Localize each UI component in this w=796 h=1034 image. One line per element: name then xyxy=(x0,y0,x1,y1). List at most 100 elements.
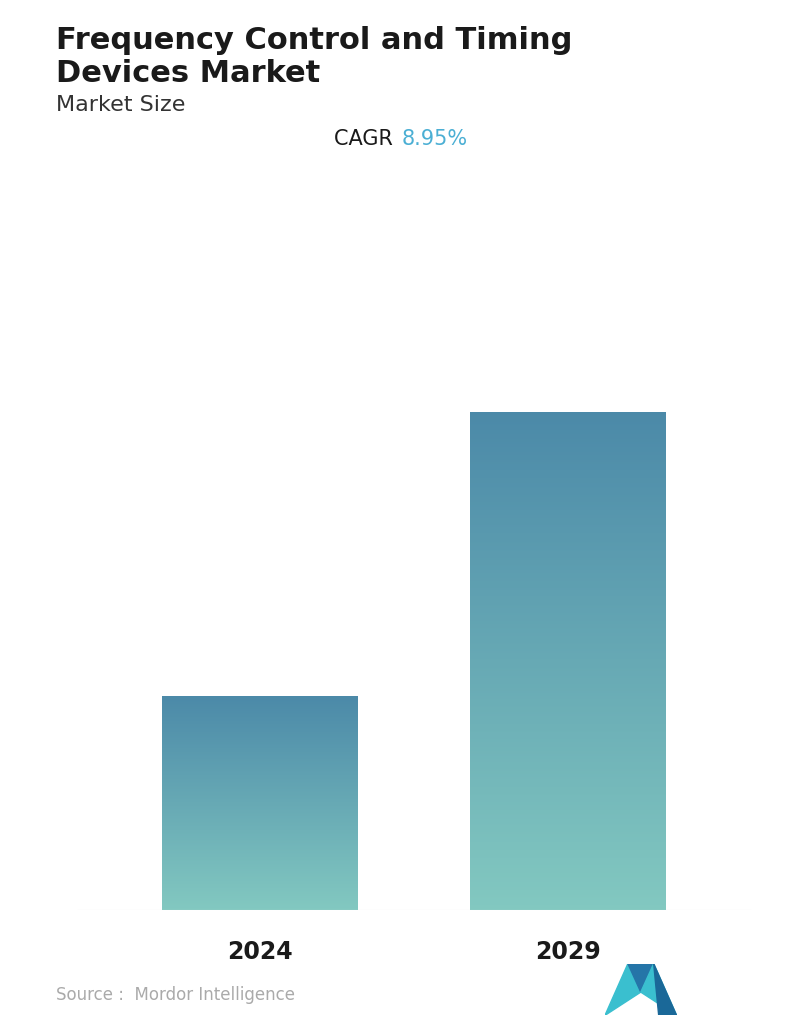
Bar xyxy=(470,454,666,455)
Bar xyxy=(470,701,666,702)
Bar xyxy=(470,770,666,772)
Bar xyxy=(470,493,666,495)
Bar xyxy=(470,526,666,528)
Bar xyxy=(470,672,666,674)
Bar xyxy=(470,598,666,600)
Bar xyxy=(470,561,666,564)
Bar xyxy=(470,872,666,874)
Bar xyxy=(470,852,666,853)
Bar xyxy=(470,896,666,899)
Bar xyxy=(470,696,666,698)
Bar xyxy=(470,618,666,619)
Bar xyxy=(470,452,666,454)
Bar xyxy=(470,488,666,490)
Bar xyxy=(470,512,666,513)
Bar xyxy=(470,816,666,817)
Bar xyxy=(470,631,666,633)
Bar xyxy=(470,417,666,419)
Bar xyxy=(470,744,666,746)
Bar xyxy=(470,438,666,440)
Bar xyxy=(470,769,666,770)
Bar xyxy=(470,534,666,535)
Bar xyxy=(470,772,666,773)
Bar xyxy=(470,837,666,839)
Bar xyxy=(470,718,666,719)
Text: 2024: 2024 xyxy=(227,940,293,964)
Bar xyxy=(470,480,666,482)
Bar xyxy=(470,899,666,900)
Bar xyxy=(470,625,666,627)
Bar xyxy=(470,887,666,888)
Bar xyxy=(470,568,666,570)
Bar xyxy=(470,556,666,558)
Bar xyxy=(470,472,666,474)
Bar xyxy=(470,606,666,608)
Bar xyxy=(470,658,666,660)
Bar xyxy=(470,800,666,802)
Bar xyxy=(470,468,666,470)
Bar xyxy=(470,761,666,762)
Bar xyxy=(470,504,666,505)
Bar xyxy=(470,690,666,691)
Bar xyxy=(470,865,666,866)
Bar xyxy=(470,900,666,902)
Bar xyxy=(470,601,666,603)
Bar xyxy=(470,638,666,639)
Bar xyxy=(470,616,666,618)
Bar xyxy=(470,513,666,515)
Bar xyxy=(470,749,666,751)
Bar xyxy=(470,517,666,518)
Bar xyxy=(470,850,666,852)
Bar xyxy=(470,523,666,525)
Bar xyxy=(470,879,666,880)
Bar xyxy=(470,589,666,591)
Bar xyxy=(470,479,666,480)
Bar xyxy=(470,820,666,822)
Bar xyxy=(470,691,666,693)
Bar xyxy=(470,751,666,753)
Bar xyxy=(470,880,666,882)
Bar xyxy=(470,712,666,714)
Bar xyxy=(470,754,666,756)
Bar xyxy=(470,685,666,686)
Bar xyxy=(470,531,666,534)
Bar xyxy=(470,484,666,485)
Bar xyxy=(470,447,666,449)
Bar xyxy=(470,845,666,847)
Bar xyxy=(470,465,666,466)
Bar xyxy=(470,679,666,681)
Bar xyxy=(470,726,666,727)
Bar xyxy=(470,853,666,855)
Bar xyxy=(470,830,666,832)
Bar xyxy=(470,605,666,606)
Bar xyxy=(470,432,666,433)
Bar xyxy=(470,819,666,820)
Text: 2029: 2029 xyxy=(535,940,601,964)
Bar xyxy=(470,727,666,729)
Bar xyxy=(470,416,666,417)
Bar xyxy=(470,798,666,800)
Bar xyxy=(470,543,666,545)
Bar xyxy=(470,740,666,742)
Bar xyxy=(470,463,666,465)
Bar xyxy=(470,764,666,765)
Bar xyxy=(470,828,666,830)
Bar xyxy=(470,565,666,567)
Bar xyxy=(470,575,666,576)
Bar xyxy=(470,462,666,463)
Bar xyxy=(470,874,666,875)
Bar xyxy=(470,797,666,798)
Bar xyxy=(470,663,666,664)
Bar xyxy=(470,907,666,908)
Bar xyxy=(470,490,666,492)
Bar xyxy=(470,877,666,879)
Bar xyxy=(470,485,666,487)
Bar xyxy=(470,548,666,550)
Bar xyxy=(470,435,666,437)
Bar xyxy=(470,476,666,477)
Bar xyxy=(470,529,666,531)
Bar xyxy=(470,723,666,724)
Bar xyxy=(470,495,666,496)
Bar xyxy=(470,905,666,907)
Bar xyxy=(470,553,666,555)
